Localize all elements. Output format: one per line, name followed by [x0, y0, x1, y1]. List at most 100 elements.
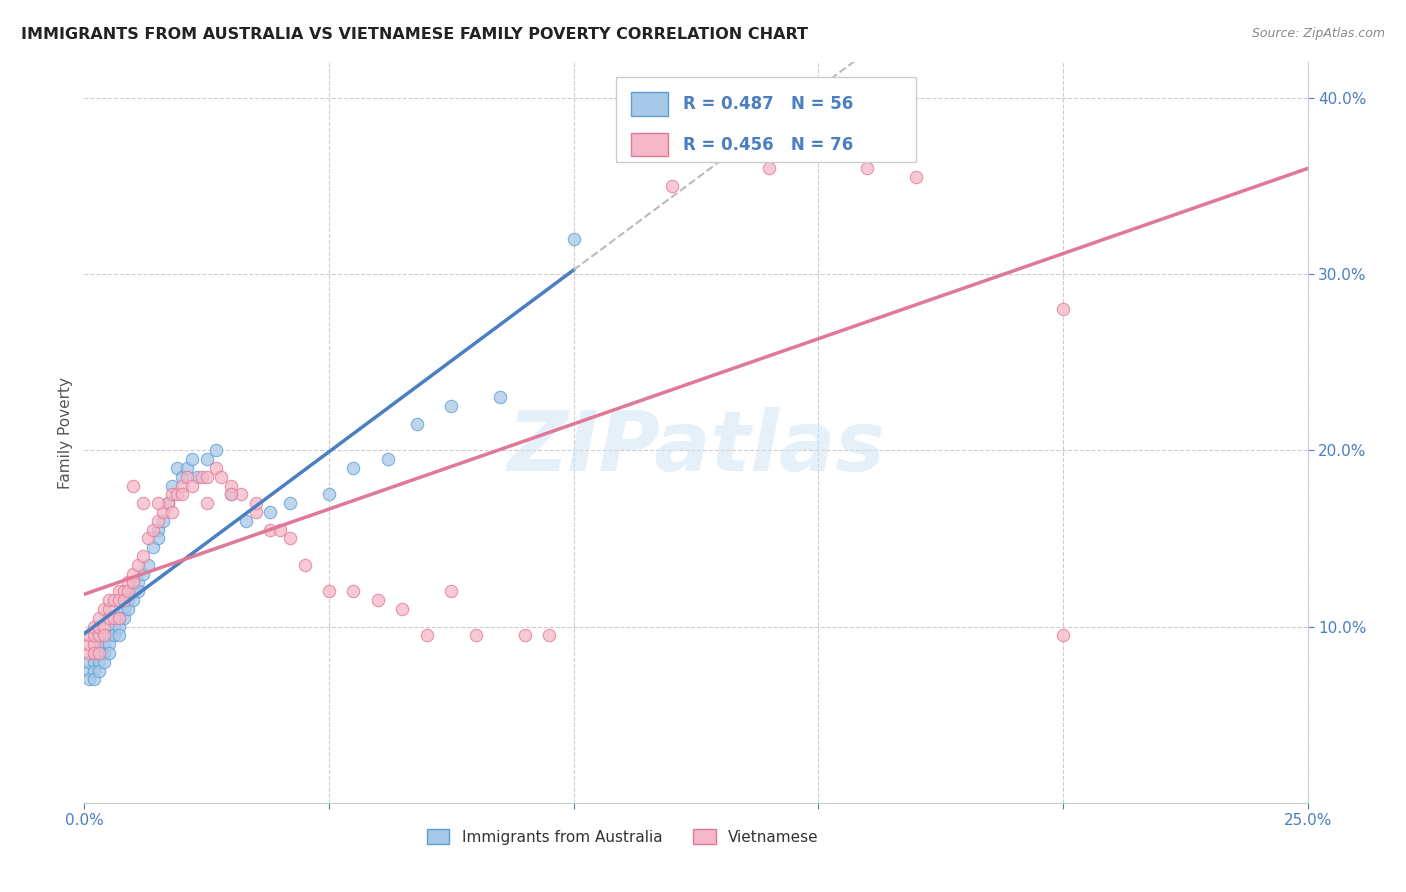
Point — [83, 673, 105, 687]
Point — [440, 399, 463, 413]
Point — [132, 496, 155, 510]
Point — [127, 558, 149, 572]
Point — [97, 602, 120, 616]
Point — [259, 505, 281, 519]
Point — [905, 169, 928, 184]
Point — [172, 469, 194, 483]
Point — [186, 469, 208, 483]
Point — [103, 628, 125, 642]
Point — [219, 478, 242, 492]
Point — [205, 461, 228, 475]
Point — [538, 628, 561, 642]
Point — [318, 584, 340, 599]
Point — [259, 523, 281, 537]
Point — [87, 664, 110, 678]
Point — [107, 619, 129, 633]
Point — [122, 478, 145, 492]
Point — [93, 628, 115, 642]
Point — [229, 487, 252, 501]
Point — [219, 487, 242, 501]
Point — [83, 655, 105, 669]
Point — [87, 619, 110, 633]
Point — [77, 646, 100, 660]
Point — [122, 584, 145, 599]
Point — [245, 505, 267, 519]
Point — [562, 232, 585, 246]
Point — [87, 628, 110, 642]
Point — [122, 566, 145, 581]
FancyBboxPatch shape — [631, 133, 668, 156]
Point — [269, 523, 291, 537]
Point — [176, 469, 198, 483]
Point — [807, 126, 830, 140]
Point — [146, 523, 169, 537]
Point — [87, 610, 110, 624]
Point — [172, 478, 194, 492]
Point — [235, 514, 257, 528]
Point — [294, 558, 316, 572]
Point — [93, 637, 115, 651]
Point — [87, 646, 110, 660]
Point — [156, 496, 179, 510]
Point — [318, 487, 340, 501]
Point — [97, 610, 120, 624]
Point — [342, 584, 364, 599]
Point — [83, 637, 105, 651]
Point — [856, 161, 879, 176]
Point — [136, 558, 159, 572]
Point — [181, 452, 204, 467]
Point — [367, 593, 389, 607]
Point — [112, 593, 135, 607]
Point — [112, 584, 135, 599]
Point — [107, 584, 129, 599]
Point — [112, 610, 135, 624]
Point — [77, 637, 100, 651]
Point — [132, 566, 155, 581]
Point — [489, 390, 512, 404]
Point — [87, 646, 110, 660]
Text: R = 0.456   N = 76: R = 0.456 N = 76 — [682, 136, 853, 153]
Point — [107, 628, 129, 642]
Point — [142, 523, 165, 537]
Point — [758, 161, 780, 176]
Point — [117, 593, 139, 607]
Point — [146, 496, 169, 510]
Point — [93, 646, 115, 660]
Point — [661, 178, 683, 193]
Point — [87, 655, 110, 669]
Point — [117, 584, 139, 599]
Point — [97, 637, 120, 651]
Point — [97, 593, 120, 607]
Point — [391, 602, 413, 616]
Point — [162, 478, 184, 492]
Legend: Immigrants from Australia, Vietnamese: Immigrants from Australia, Vietnamese — [420, 822, 825, 851]
Point — [278, 496, 301, 510]
Point — [93, 602, 115, 616]
Point — [112, 602, 135, 616]
FancyBboxPatch shape — [616, 78, 917, 162]
Point — [1052, 628, 1074, 642]
Point — [219, 487, 242, 501]
Point — [107, 610, 129, 624]
Point — [278, 532, 301, 546]
Point — [83, 646, 105, 660]
Point — [117, 575, 139, 590]
Point — [205, 443, 228, 458]
Point — [172, 487, 194, 501]
Point — [117, 602, 139, 616]
Point — [209, 469, 232, 483]
Point — [166, 487, 188, 501]
Point — [83, 628, 105, 642]
Text: R = 0.487   N = 56: R = 0.487 N = 56 — [682, 95, 853, 113]
Point — [191, 469, 214, 483]
Point — [103, 610, 125, 624]
Text: IMMIGRANTS FROM AUSTRALIA VS VIETNAMESE FAMILY POVERTY CORRELATION CHART: IMMIGRANTS FROM AUSTRALIA VS VIETNAMESE … — [21, 27, 808, 42]
Point — [377, 452, 399, 467]
Point — [464, 628, 486, 642]
Text: Source: ZipAtlas.com: Source: ZipAtlas.com — [1251, 27, 1385, 40]
Point — [93, 655, 115, 669]
Point — [1052, 302, 1074, 317]
Point — [136, 532, 159, 546]
Point — [83, 664, 105, 678]
Point — [181, 478, 204, 492]
